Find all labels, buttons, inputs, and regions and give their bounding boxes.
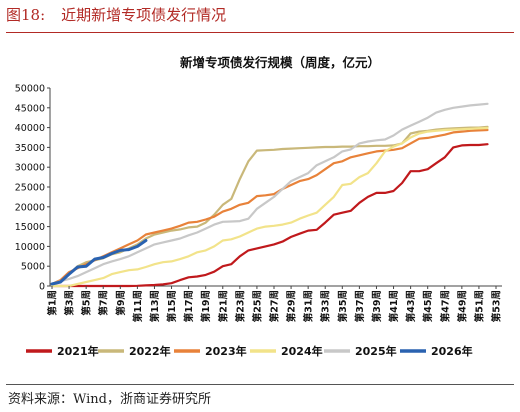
x-tick-label: 第5周: [81, 290, 93, 316]
x-tick-label: 第47周: [439, 290, 451, 322]
x-tick-label: 第41周: [388, 290, 400, 322]
y-tick-label: 5000: [21, 262, 45, 273]
figure-heading: 近期新增专项债发行情况: [61, 6, 227, 24]
y-tick-label: 50000: [15, 84, 45, 95]
series-line-4: [50, 102, 489, 286]
source-note: 资料来源：Wind，浙商证券研究所: [8, 392, 211, 407]
legend-label-4: 2025年: [355, 344, 397, 358]
x-tick-label: 第11周: [132, 290, 144, 322]
x-tick-label: 第37周: [354, 290, 366, 322]
chart-series: [50, 102, 489, 288]
x-tick-label: 第45周: [422, 290, 434, 322]
y-tick-label: 45000: [15, 103, 45, 114]
chart-title: 新增专项债发行规模（周度，亿元）: [180, 55, 380, 70]
y-tick-label: 15000: [15, 222, 45, 233]
x-tick-label: 第25周: [251, 290, 263, 322]
y-tick-label: 25000: [15, 183, 45, 194]
x-tick-label: 第15周: [166, 290, 178, 322]
figure-title: 图18: 近期新增专项债发行情况: [6, 4, 226, 25]
y-tick-label: 30000: [15, 163, 45, 174]
legend-label-3: 2024年: [281, 344, 323, 358]
x-tick-label: 第53周: [491, 290, 503, 322]
legend-label-2: 2023年: [205, 344, 247, 358]
chart-axes: 0 5000 10000 15000 20000 25000 30000 35000 40000…: [15, 84, 502, 293]
x-tick-label: 第21周: [217, 290, 229, 322]
chart-legend: 2021年 2022年 2023年 2024年 2025年 2026年: [26, 344, 473, 358]
x-tick-label: 第17周: [183, 290, 195, 322]
y-tick-label: 20000: [15, 202, 45, 213]
x-axis-ticks: 第1周 第3周 第5周 第7周 第9周 第11周 第13周 第15周 第17周 第19周 第21周第…: [47, 286, 503, 322]
x-tick-label: 第33周: [320, 290, 332, 322]
x-tick-label: 第13周: [149, 290, 161, 322]
title-divider: [6, 32, 514, 33]
x-tick-label: 第19周: [200, 290, 212, 322]
series-line-0: [50, 143, 489, 288]
x-tick-label: 第27周: [269, 290, 281, 322]
x-tick-label: 第23周: [234, 290, 246, 322]
x-tick-label: 第35周: [337, 290, 349, 322]
y-tick-label: 0: [39, 282, 45, 293]
x-tick-label: 第51周: [473, 290, 485, 322]
figure-label: 图18:: [6, 6, 46, 24]
series-line-5: [50, 239, 148, 286]
x-tick-label: 第9周: [115, 290, 127, 316]
legend-label-1: 2022年: [129, 344, 171, 358]
x-tick-label: 第29周: [286, 290, 298, 322]
series-line-2: [50, 128, 489, 286]
x-tick-label: 第39周: [371, 290, 383, 322]
x-tick-label: 第31周: [303, 290, 315, 322]
y-tick-label: 35000: [15, 143, 45, 154]
x-tick-label: 第43周: [405, 290, 417, 322]
line-chart: 新增专项债发行规模（周度，亿元） 0 5000 10000 15000 20000 250…: [15, 55, 503, 358]
source-divider: [6, 384, 514, 385]
x-tick-label: 第1周: [47, 290, 59, 316]
series-line-3: [50, 126, 489, 288]
y-tick-label: 40000: [15, 123, 45, 134]
x-tick-label: 第49周: [456, 290, 468, 322]
x-tick-label: 第7周: [98, 290, 110, 316]
legend-label-5: 2026年: [431, 344, 473, 358]
legend-label-0: 2021年: [57, 344, 99, 358]
x-tick-label: 第3周: [64, 290, 76, 316]
y-tick-label: 10000: [15, 242, 45, 253]
